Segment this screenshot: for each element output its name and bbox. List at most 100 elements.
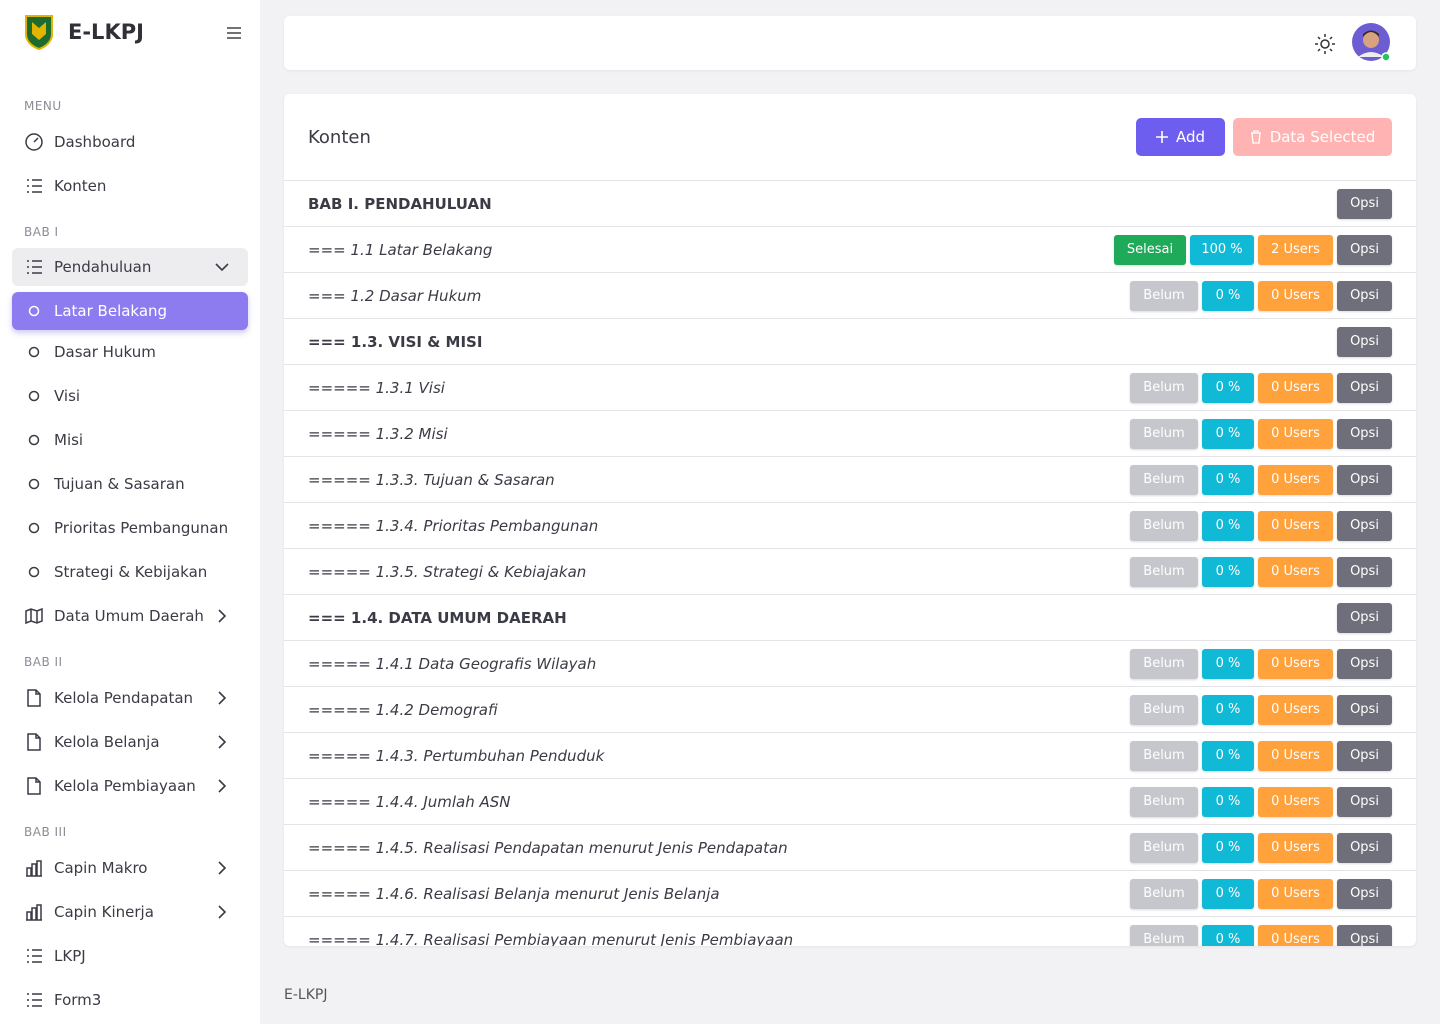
- add-label: Add: [1175, 128, 1206, 146]
- content-row: BAB I. PENDAHULUAN Opsi: [284, 180, 1416, 226]
- option-button[interactable]: Opsi: [1337, 372, 1392, 403]
- nav-item[interactable]: Prioritas Pembangunan: [12, 506, 248, 550]
- nav-icon-box: [24, 342, 44, 362]
- option-button[interactable]: Opsi: [1337, 878, 1392, 909]
- content-row: ===== 1.4.4. Jumlah ASN Belum 0 % 0 Users Op…: [284, 778, 1416, 824]
- nav-item[interactable]: Dasar Hukum: [12, 330, 248, 374]
- menu-toggle[interactable]: [226, 26, 242, 40]
- nav-item[interactable]: Data Umum Daerah: [12, 594, 248, 638]
- option-button[interactable]: Opsi: [1337, 740, 1392, 771]
- progress-badge: 0 %: [1202, 740, 1254, 771]
- nav-item[interactable]: Latar Belakang: [12, 292, 248, 330]
- chevron: [218, 735, 227, 749]
- option-button[interactable]: Opsi: [1337, 602, 1392, 633]
- section-title: BAB II: [24, 655, 63, 669]
- users-badge[interactable]: 0 Users: [1258, 740, 1333, 771]
- content-row: ===== 1.3.3. Tujuan & Sasaran Belum 0 % 0 U…: [284, 456, 1416, 502]
- users-badge[interactable]: 0 Users: [1258, 372, 1333, 403]
- option-button[interactable]: Opsi: [1337, 694, 1392, 725]
- chevron: [218, 905, 227, 919]
- content-list: BAB I. PENDAHULUAN Opsi === 1.1 Latar Bela…: [284, 180, 1416, 946]
- nav-label: LKPJ: [54, 947, 86, 965]
- nav-icon: [26, 904, 42, 921]
- nav-item[interactable]: LKPJ: [12, 934, 248, 978]
- nav-item[interactable]: Kelola Pendapatan: [12, 676, 248, 720]
- users-badge[interactable]: 0 Users: [1258, 832, 1333, 863]
- delete-selected-button[interactable]: Data Selected: [1233, 118, 1392, 156]
- progress-badge: 0 %: [1202, 510, 1254, 541]
- nav-item[interactable]: Kelola Pembiayaan: [12, 764, 248, 808]
- option-button[interactable]: Opsi: [1337, 924, 1392, 946]
- nav-icon-box: [24, 176, 44, 196]
- users-badge[interactable]: 0 Users: [1258, 694, 1333, 725]
- option-button[interactable]: Opsi: [1337, 464, 1392, 495]
- brand: E-LKPJ: [24, 14, 144, 50]
- nav-label: Capin Makro: [54, 859, 148, 877]
- content-row: ===== 1.4.2 Demografi Belum 0 % 0 Users Opsi: [284, 686, 1416, 732]
- nav-item[interactable]: Capin Makro: [12, 846, 248, 890]
- progress-badge: 0 %: [1202, 832, 1254, 863]
- nav-item[interactable]: Form3: [12, 978, 248, 1022]
- nav-item[interactable]: Tujuan & Sasaran: [12, 462, 248, 506]
- option-button[interactable]: Opsi: [1337, 786, 1392, 817]
- users-badge[interactable]: 0 Users: [1258, 418, 1333, 449]
- option-button[interactable]: Opsi: [1337, 418, 1392, 449]
- option-button[interactable]: Opsi: [1337, 832, 1392, 863]
- option-button[interactable]: Opsi: [1337, 556, 1392, 587]
- nav-icon: [27, 777, 41, 795]
- nav-item[interactable]: Capin Kinerja: [12, 890, 248, 934]
- nav-item[interactable]: Kelola Belanja: [12, 720, 248, 764]
- nav-item[interactable]: Pendahuluan: [12, 248, 248, 286]
- option-button[interactable]: Opsi: [1337, 326, 1392, 357]
- nav-icon-box: [24, 562, 44, 582]
- nav-label: Pendahuluan: [54, 258, 152, 276]
- users-badge[interactable]: 0 Users: [1258, 878, 1333, 909]
- users-badge[interactable]: 0 Users: [1258, 924, 1333, 946]
- nav-label: Kelola Pendapatan: [54, 689, 194, 707]
- nav-label: Kelola Belanja: [54, 733, 160, 751]
- content-row: ===== 1.4.1 Data Geografis Wilayah Belum 0…: [284, 640, 1416, 686]
- row-label: ===== 1.4.5. Realisasi Pendapatan menuru…: [308, 838, 788, 857]
- progress-badge: 0 %: [1202, 464, 1254, 495]
- nav-icon-box: [24, 606, 44, 626]
- users-badge[interactable]: 0 Users: [1258, 510, 1333, 541]
- theme-toggle[interactable]: [1314, 33, 1336, 55]
- card-title: Konten: [308, 127, 371, 148]
- users-badge[interactable]: 0 Users: [1258, 464, 1333, 495]
- nav-icon: [25, 133, 43, 151]
- nav-icon: [27, 733, 41, 751]
- avatar[interactable]: [1352, 23, 1394, 65]
- users-badge[interactable]: 2 Users: [1258, 234, 1333, 265]
- users-badge[interactable]: 0 Users: [1258, 786, 1333, 817]
- row-label: === 1.1 Latar Belakang: [308, 240, 493, 259]
- users-badge[interactable]: 0 Users: [1258, 648, 1333, 679]
- nav-icon: [27, 949, 42, 963]
- users-badge[interactable]: 0 Users: [1258, 280, 1333, 311]
- option-button[interactable]: Opsi: [1337, 234, 1392, 265]
- nav-icon-box: [24, 474, 44, 494]
- row-label: ===== 1.4.6. Realisasi Belanja menurut J…: [308, 884, 720, 903]
- nav-item[interactable]: Visi: [12, 374, 248, 418]
- nav-label: Data Umum Daerah: [54, 607, 204, 625]
- logo: [25, 15, 53, 50]
- status-badge: Selesai: [1114, 234, 1186, 265]
- nav-item[interactable]: Konten: [12, 164, 248, 208]
- nav-icon-box: [24, 257, 44, 277]
- content-row: === 1.3. VISI & MISI Opsi: [284, 318, 1416, 364]
- option-button[interactable]: Opsi: [1337, 648, 1392, 679]
- option-button[interactable]: Opsi: [1337, 280, 1392, 311]
- nav-icon: [27, 993, 42, 1007]
- nav-item[interactable]: Strategi & Kebijakan: [12, 550, 248, 594]
- chevron: [218, 691, 227, 705]
- nav-item[interactable]: Dashboard: [12, 120, 248, 164]
- option-button[interactable]: Opsi: [1337, 510, 1392, 541]
- nav-label: Konten: [54, 177, 107, 195]
- option-button[interactable]: Opsi: [1337, 188, 1392, 219]
- add-button[interactable]: Add: [1136, 118, 1225, 156]
- users-badge[interactable]: 0 Users: [1258, 556, 1333, 587]
- nav-item[interactable]: Misi: [12, 418, 248, 462]
- status-badge: Belum: [1130, 280, 1198, 311]
- nav: MENU Dashboard Konten BAB I Pendahuluan Latar…: [12, 82, 248, 1022]
- sidebar: E-LKPJ MENU Dashboard Konten BAB I Pendahulu…: [0, 0, 260, 1024]
